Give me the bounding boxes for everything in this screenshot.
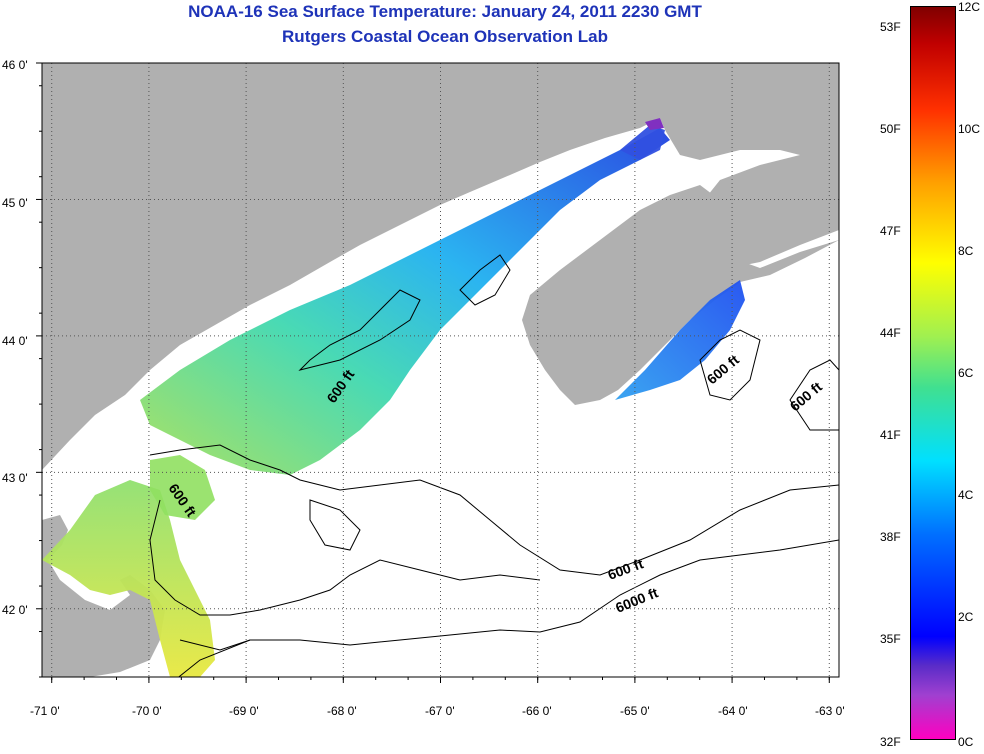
colorbar-c-label: 0C	[958, 735, 974, 749]
colorbar-f-label: 50F	[880, 122, 901, 136]
graticule	[42, 63, 839, 677]
colorbar-f-label: 35F	[880, 632, 901, 646]
lon-tick-label: -66 0'	[522, 704, 552, 718]
land-maine-newbrunswick	[42, 63, 839, 470]
land-massachusetts	[42, 515, 165, 677]
chart-subtitle: Rutgers Coastal Ocean Observation Lab	[282, 27, 608, 46]
lon-tick-label: -71 0'	[30, 704, 60, 718]
colorbar-f-label: 53F	[880, 20, 901, 34]
lon-tick-label: -67 0'	[425, 704, 455, 718]
chart-title: NOAA-16 Sea Surface Temperature: January…	[188, 2, 702, 21]
lat-tick-label: 44 0'	[2, 334, 28, 348]
lat-tick-label: 46 0'	[2, 58, 28, 72]
axis-ticks	[36, 62, 830, 683]
colorbar-c-label: 2C	[958, 610, 974, 624]
lon-tick-label: -63 0'	[815, 704, 845, 718]
lon-tick-label: -65 0'	[620, 704, 650, 718]
sst-swath-scotian-shelf	[615, 280, 745, 400]
colorbar-f-label: 32F	[880, 735, 901, 749]
sst-patch-fundy	[620, 125, 665, 160]
colorbar-c-label: 8C	[958, 244, 974, 258]
sst-patch-georges	[150, 455, 215, 520]
colorbar-f-label: 41F	[880, 428, 901, 442]
lon-tick-label: -70 0'	[132, 704, 162, 718]
lat-tick-label: 43 0'	[2, 471, 28, 485]
bathymetry-contours	[149, 254, 839, 677]
colorbar-c-label: 4C	[958, 488, 974, 502]
land-nova-scotia	[522, 185, 839, 405]
colorbar-c-label: 6C	[958, 366, 974, 380]
lat-tick-label: 45 0'	[2, 196, 28, 210]
sst-patch-fundy-purple	[645, 118, 664, 130]
colorbar-f-label: 47F	[880, 224, 901, 238]
lon-tick-label: -68 0'	[327, 704, 357, 718]
lat-tick-label: 42 0'	[2, 603, 28, 617]
colorbar-c-label: 12C	[958, 0, 981, 14]
sst-swath-gulf-of-maine	[140, 128, 670, 475]
colorbar-f-label: 38F	[880, 530, 901, 544]
lon-tick-label: -69 0'	[229, 704, 259, 718]
temperature-colorbar	[910, 6, 956, 740]
lon-tick-label: -64 0'	[718, 704, 748, 718]
colorbar-c-label: 10C	[958, 122, 981, 136]
sst-swath-cape-cod	[42, 480, 215, 677]
colorbar-f-label: 44F	[880, 326, 901, 340]
